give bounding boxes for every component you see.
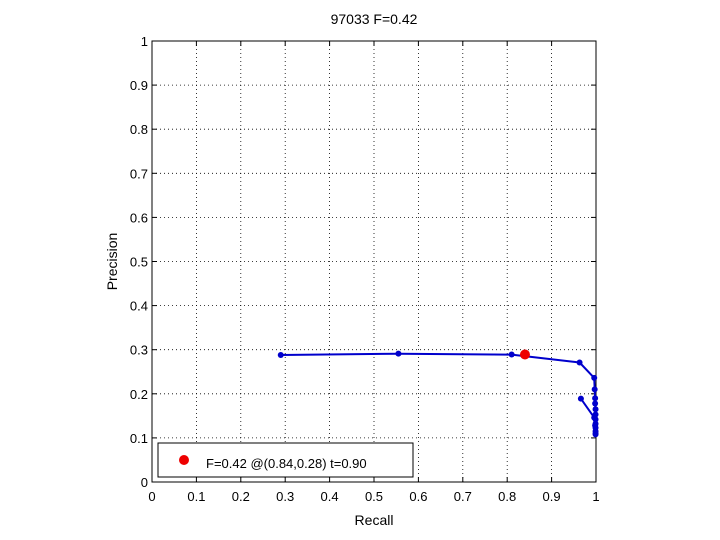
y-tick-label: 0.9 [130, 78, 148, 93]
legend-entry: F=0.42 @(0.84,0.28) t=0.90 [206, 456, 367, 471]
data-point [592, 395, 599, 402]
data-point [277, 351, 284, 358]
data-point [508, 351, 515, 358]
y-tick-label: 0.2 [130, 387, 148, 402]
x-tick-label: 0.2 [232, 489, 250, 504]
x-tick-label: 0.5 [365, 489, 383, 504]
x-tick-label: 0.7 [454, 489, 472, 504]
data-point [592, 400, 599, 407]
x-tick-label: 0 [148, 489, 155, 504]
y-tick-label: 0 [141, 475, 148, 490]
series-layer [277, 349, 599, 438]
x-axis-label: Recall [355, 512, 394, 528]
y-tick-label: 0.7 [130, 166, 148, 181]
y-tick-label: 0.3 [130, 343, 148, 358]
data-point [591, 386, 598, 393]
y-tick-label: 0.4 [130, 299, 148, 314]
grid-lines [152, 41, 596, 482]
x-tick-label: 0.4 [321, 489, 339, 504]
data-point [592, 430, 599, 437]
legend-box [157, 442, 414, 478]
data-point [591, 374, 598, 381]
y-tick-label: 0.5 [130, 255, 148, 270]
x-tick-label: 0.6 [409, 489, 427, 504]
legend: F=0.42 @(0.84,0.28) t=0.90 [157, 442, 414, 478]
data-point [576, 359, 583, 366]
x-tick-label: 0.3 [276, 489, 294, 504]
y-tick-label: 0.8 [130, 122, 148, 137]
y-tick-label: 0.6 [130, 210, 148, 225]
chart-title: 97033 F=0.42 [331, 11, 418, 27]
legend-marker [179, 455, 189, 465]
y-tick-label: 1 [141, 34, 148, 49]
x-tick-label: 0.1 [187, 489, 205, 504]
axis-ticks: 0 0.1 0.2 0.3 0.4 0.5 0.6 0.7 0.8 0.9 1 0 0.1 0.2 0.3 0… [130, 34, 600, 504]
x-tick-label: 0.8 [498, 489, 516, 504]
x-tick-label: 0.9 [543, 489, 561, 504]
x-tick-label: 1 [592, 489, 599, 504]
data-point [395, 350, 402, 357]
y-tick-label: 0.1 [130, 431, 148, 446]
y-axis-label: Precision [104, 233, 120, 291]
data-point [592, 406, 599, 413]
data-point [577, 395, 584, 402]
best-f-point [519, 349, 530, 360]
data-point [592, 422, 599, 429]
data-point [591, 414, 598, 421]
